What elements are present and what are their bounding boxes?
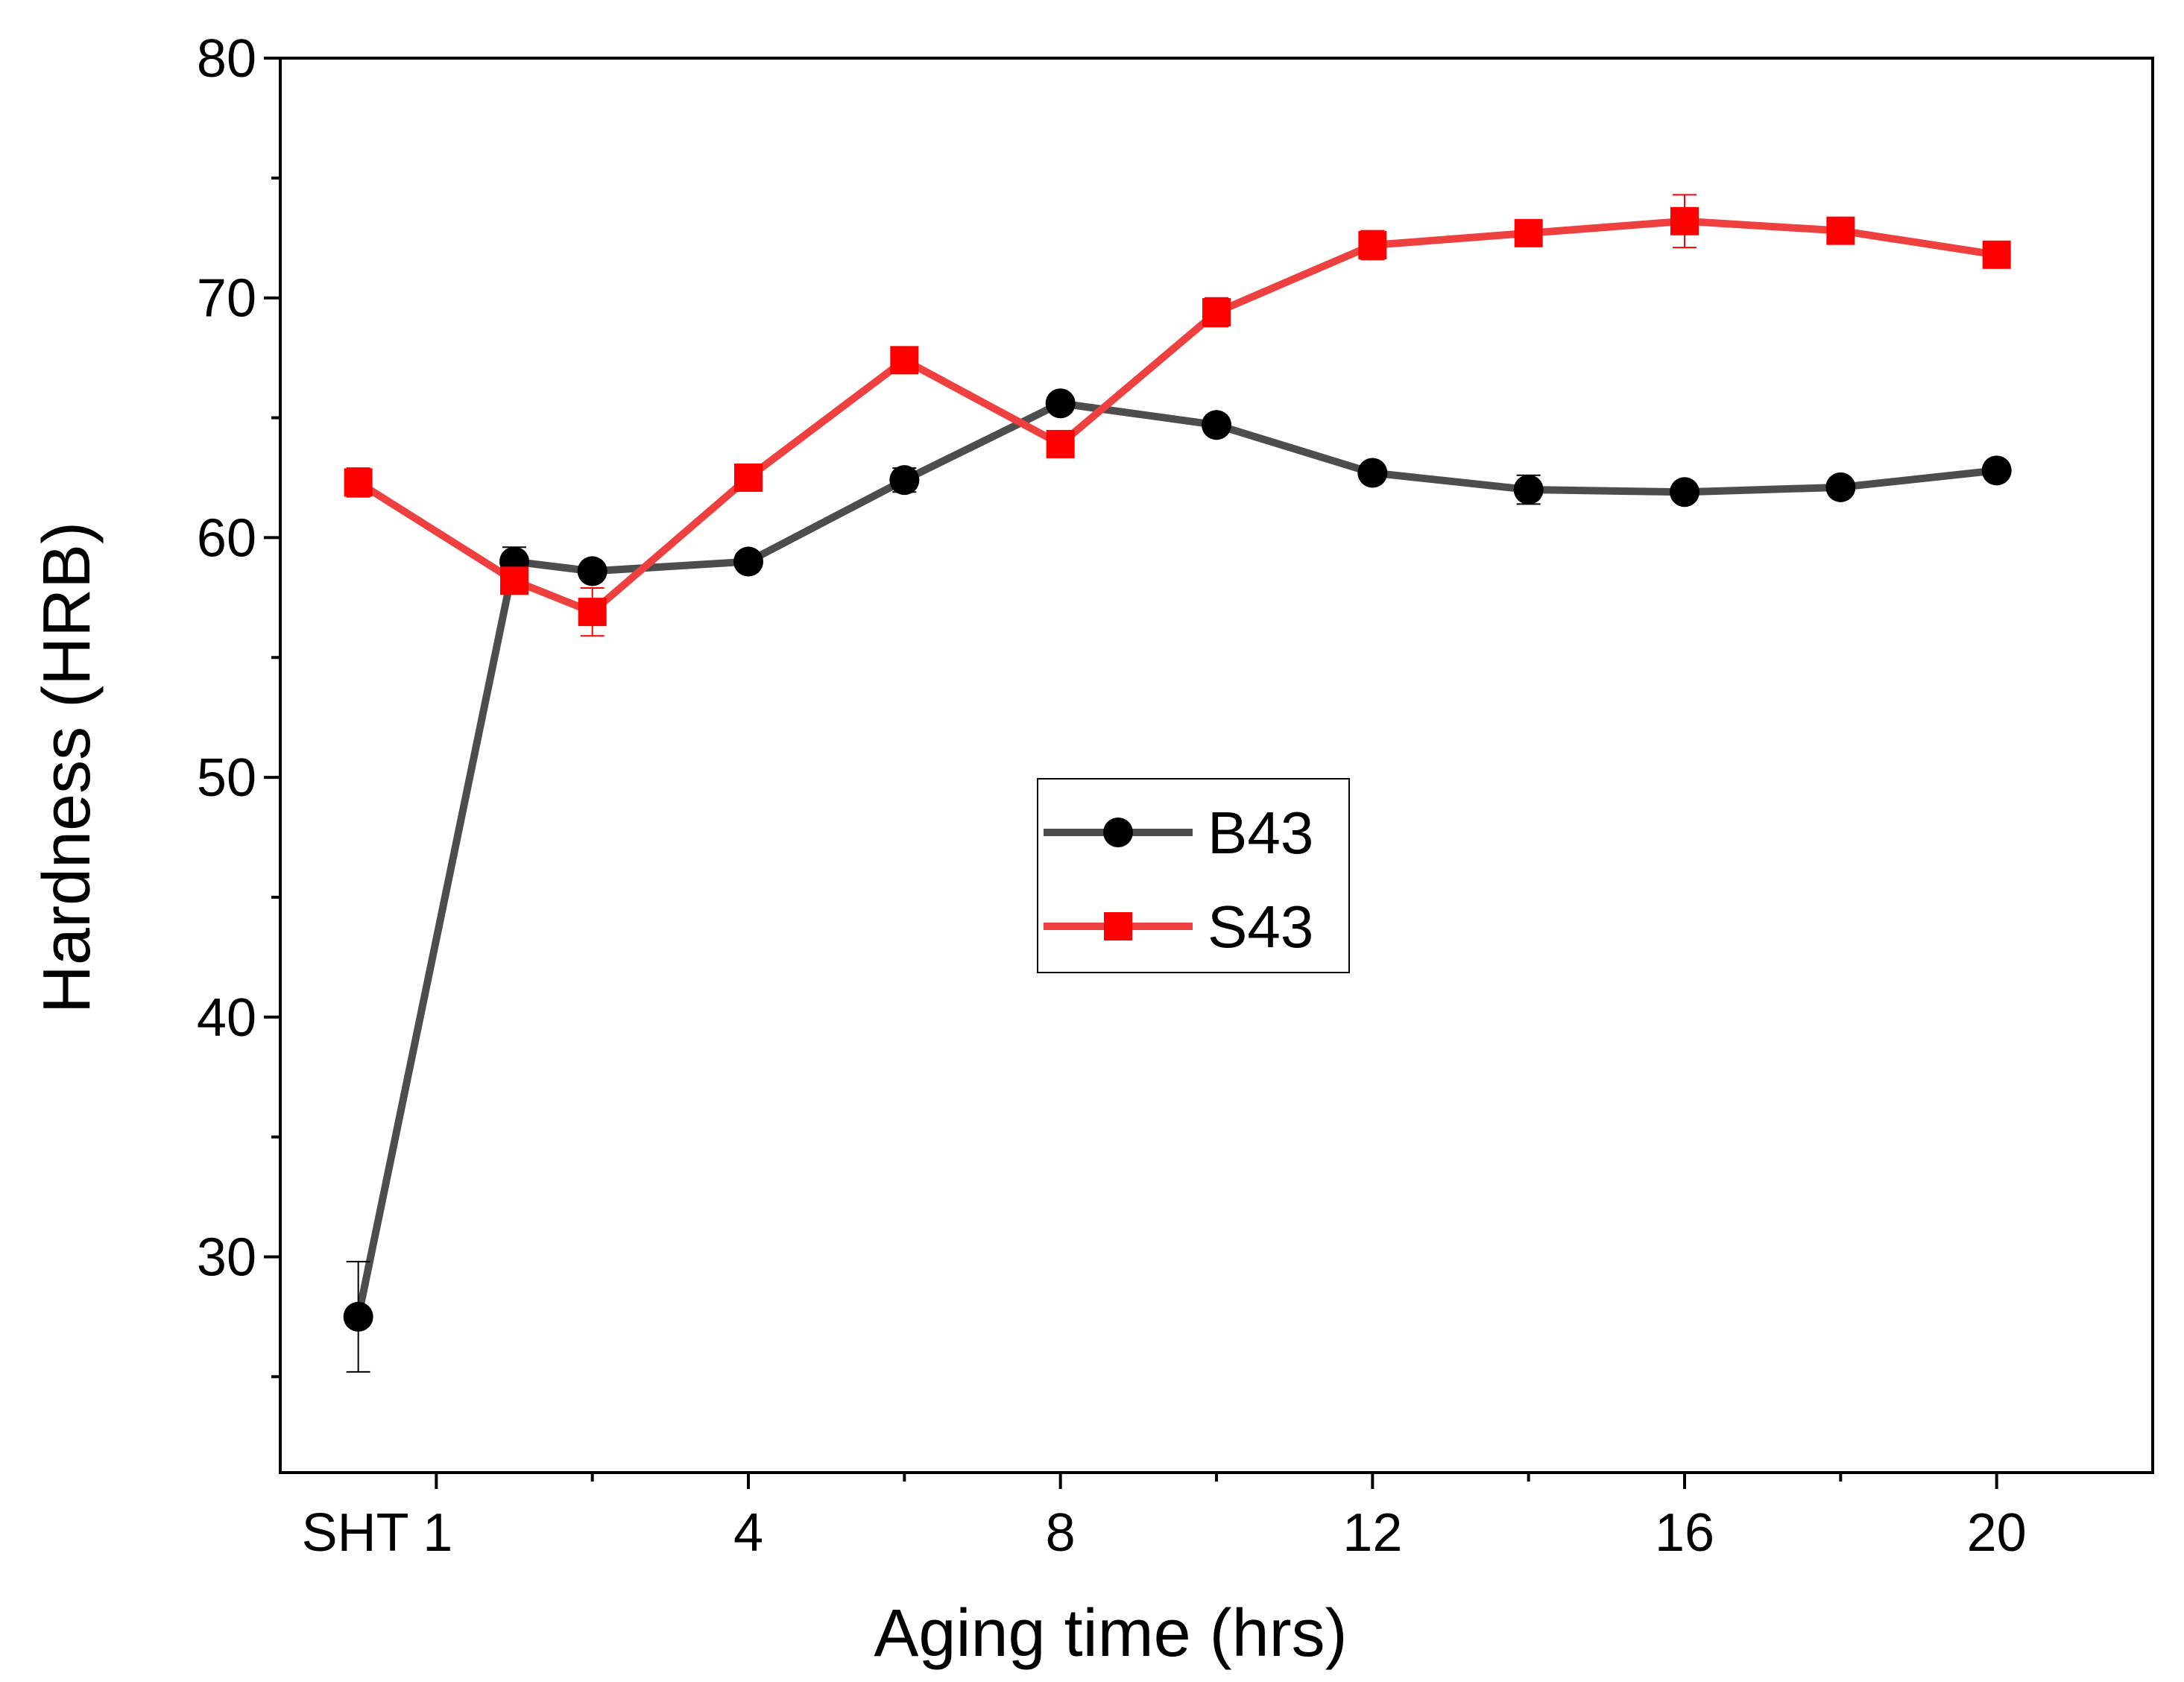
point-s43 — [890, 346, 919, 375]
y-tick-label: 50 — [197, 748, 256, 808]
x-axis-title: Aging time (hrs) — [874, 1596, 1347, 1671]
x-tick-label: 20 — [1967, 1503, 2027, 1563]
series-s43 — [344, 194, 2011, 637]
point-b43 — [577, 556, 607, 587]
y-tick-label: 40 — [197, 988, 256, 1048]
x-tick-label: 4 — [733, 1503, 763, 1563]
y-tick-label: 70 — [197, 269, 256, 329]
point-b43 — [1045, 388, 1076, 419]
point-b43 — [889, 465, 920, 496]
legend-label-s43: S43 — [1208, 894, 1313, 960]
x-axis: SHT 1 4 8 12 16 20 — [302, 1473, 2027, 1563]
x-tick-label: 16 — [1655, 1503, 1714, 1563]
legend-marker-b43 — [1103, 818, 1133, 847]
plot-frame — [279, 57, 2154, 1474]
y-tick-label: 30 — [197, 1227, 256, 1287]
y-tick-label: 80 — [197, 29, 256, 89]
point-b43 — [1202, 410, 1231, 440]
y-axis-title: Hardness (HRB) — [30, 522, 104, 1014]
point-s43 — [1046, 429, 1075, 458]
legend: B43 S43 — [1037, 778, 1350, 973]
point-s43 — [1670, 206, 1699, 235]
x-tick-label: SHT 1 — [302, 1503, 453, 1563]
y-axis: 30 40 50 60 70 80 — [197, 29, 280, 1379]
point-s43 — [1514, 218, 1543, 247]
point-s43 — [1826, 216, 1855, 245]
point-s43 — [578, 598, 607, 627]
point-b43 — [733, 546, 763, 577]
point-s43 — [1202, 297, 1231, 326]
point-s43 — [344, 468, 373, 497]
x-tick-label: 8 — [1046, 1503, 1076, 1563]
series-layer — [343, 194, 2012, 1373]
point-s43 — [734, 463, 763, 492]
point-b43 — [1513, 475, 1544, 505]
point-b43 — [1981, 455, 2012, 486]
y-tick-label: 60 — [197, 508, 256, 568]
point-b43 — [1670, 477, 1699, 508]
point-s43 — [1358, 230, 1387, 259]
series-b43 — [343, 388, 2012, 1373]
legend-label-b43: B43 — [1208, 800, 1313, 866]
legend-box — [1037, 778, 1350, 973]
point-b43 — [1825, 472, 1856, 502]
point-s43 — [1982, 240, 2011, 269]
x-tick-label: 12 — [1342, 1503, 1402, 1563]
legend-marker-s43 — [1104, 912, 1132, 940]
point-b43 — [343, 1301, 373, 1332]
point-b43 — [1357, 458, 1388, 488]
point-s43 — [500, 566, 528, 595]
